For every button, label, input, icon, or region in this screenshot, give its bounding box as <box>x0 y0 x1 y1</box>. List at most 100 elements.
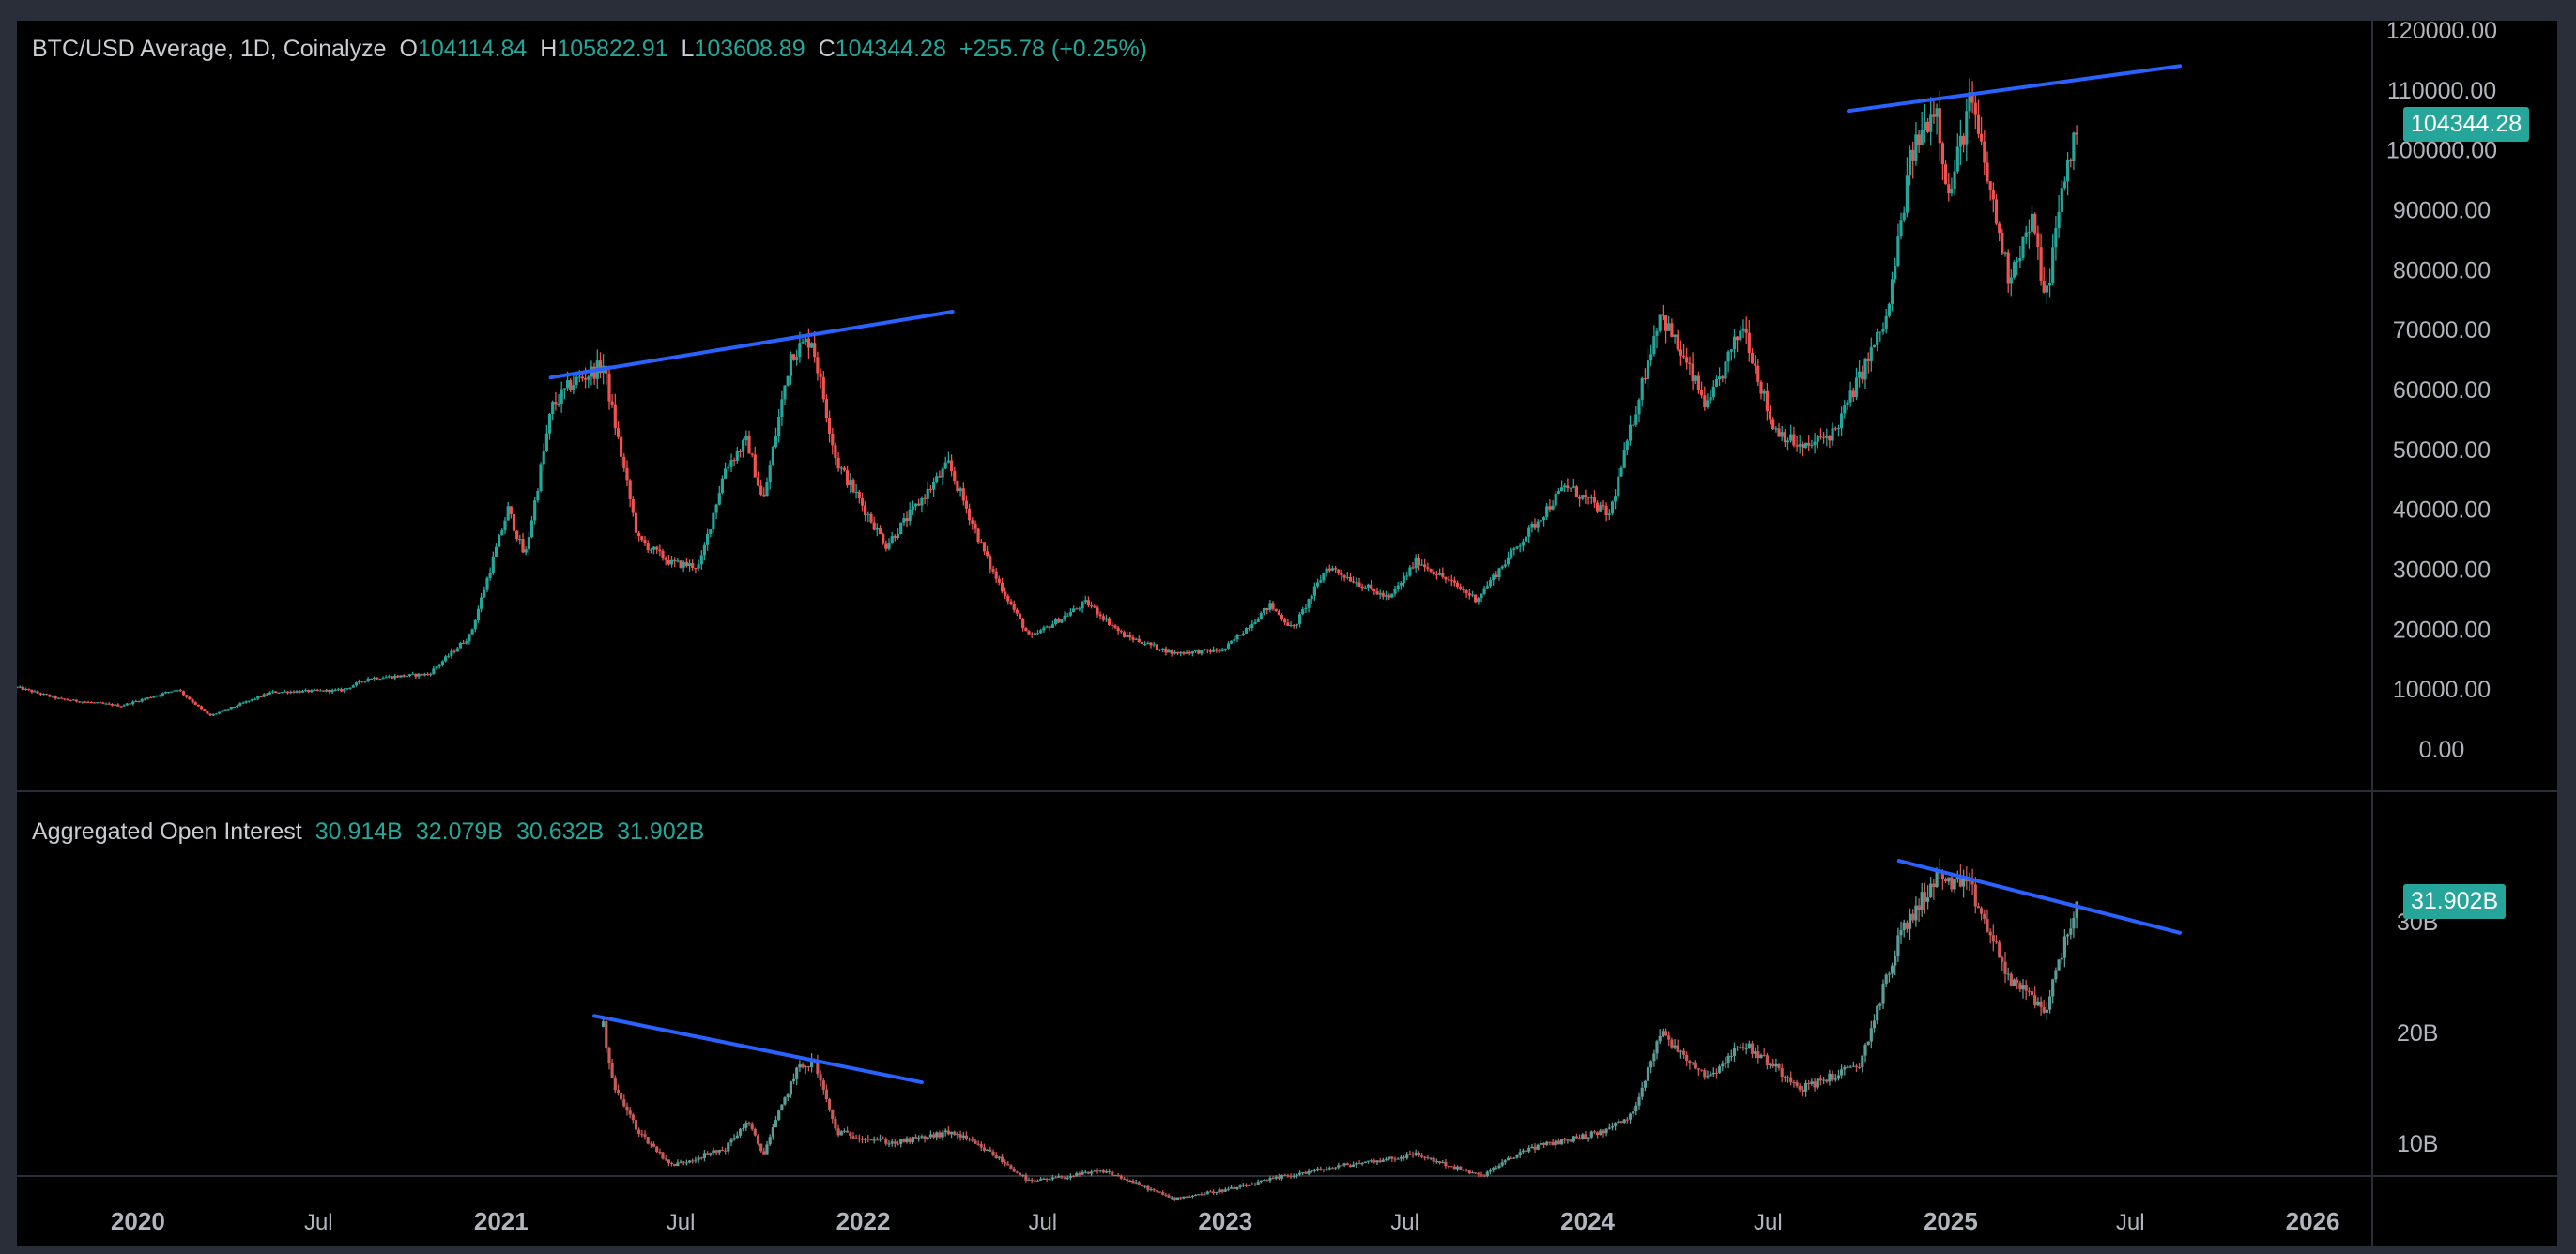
price-candle-body <box>71 699 75 701</box>
price-candle-body <box>1396 585 1400 589</box>
price-candle-body <box>1592 497 1597 503</box>
price-candle-body <box>637 532 641 537</box>
oi-candle-body <box>1256 1182 1260 1185</box>
price-candle-body <box>1420 564 1424 566</box>
price-candle-body <box>1607 513 1611 515</box>
trendline[interactable] <box>592 1014 924 1085</box>
price-candle-body <box>1355 582 1358 584</box>
oi-candle-body <box>1057 1176 1061 1178</box>
oi-candle-body <box>789 1081 792 1095</box>
price-candle-body <box>2075 132 2078 135</box>
price-candle-body <box>1518 545 1522 547</box>
oi-candle-body <box>1402 1156 1406 1158</box>
price-candle-body <box>1679 349 1682 356</box>
price-axis-tick-label: 40000.00 <box>2393 497 2491 524</box>
oi-candle-body <box>637 1129 641 1134</box>
oi-candle-body <box>1932 883 1936 887</box>
oi-candle-body <box>1432 1157 1435 1162</box>
oi-candle-body <box>1789 1077 1793 1083</box>
price-candle-body <box>1646 360 1650 379</box>
price-candle-body <box>1754 363 1757 366</box>
price-candle-body <box>1899 220 1903 237</box>
price-candle-body <box>1060 619 1064 623</box>
price-candle-body <box>512 513 516 531</box>
price-candle-body <box>1836 428 1841 430</box>
oi-candle-body <box>1203 1194 1206 1196</box>
price-candle-body <box>2018 257 2022 262</box>
oi-candle-body <box>923 1136 927 1139</box>
price-candle-body <box>274 691 278 693</box>
price-candle-body <box>518 539 522 540</box>
oi-candle-body <box>634 1120 638 1130</box>
price-candle-body <box>946 460 950 463</box>
oi-candle-body <box>1581 1134 1585 1140</box>
price-candle-body <box>2060 188 2063 212</box>
chart-canvas[interactable]: 0.00 10000.00 20000.00 30000.00 40000.00 5000… <box>17 21 2557 1246</box>
oi-candle-body <box>1241 1185 1245 1186</box>
oi-candle-body <box>1801 1089 1804 1092</box>
oi-candle-body <box>628 1110 632 1115</box>
oi-candle-body <box>1637 1096 1641 1106</box>
oi-candle-body <box>1083 1171 1087 1173</box>
oi-candle-body <box>1220 1189 1224 1192</box>
price-candle-body <box>1602 505 1605 507</box>
price-candle-body <box>712 512 715 529</box>
price-candle-body <box>1357 582 1361 587</box>
price-candle-body <box>280 692 284 694</box>
price-candle-body <box>1152 644 1156 646</box>
price-candle-body <box>989 556 992 570</box>
oi-candle-body <box>1054 1177 1058 1179</box>
trendline[interactable] <box>548 310 955 380</box>
price-candle-body <box>631 499 635 513</box>
oi-candle-body <box>1018 1172 1022 1176</box>
price-candle-body <box>1018 613 1022 619</box>
oi-candle-body <box>1673 1045 1677 1048</box>
oi-candle-body <box>1012 1168 1016 1172</box>
price-candle-body <box>935 476 939 482</box>
price-candle-body <box>188 696 192 700</box>
price-candle-body <box>1259 613 1263 620</box>
oi-candle-body <box>1813 1081 1817 1088</box>
price-candle-body <box>759 485 763 495</box>
price-candle-body <box>732 460 736 462</box>
oi-candle-body <box>1226 1188 1231 1190</box>
price-candle-body <box>1640 378 1644 400</box>
price-candle-body <box>640 536 644 541</box>
price-candle-body <box>780 399 784 417</box>
oi-candle-body <box>1822 1079 1826 1081</box>
price-candle-body <box>1572 486 1575 488</box>
symbol-label[interactable]: BTC/USD Average, 1D, Coinalyze <box>32 36 387 62</box>
oi-candle-body <box>753 1129 757 1136</box>
price-candle-body <box>178 690 182 692</box>
price-candle-body <box>1277 611 1280 615</box>
price-candle-body <box>1825 436 1829 438</box>
oi-candle-body <box>1050 1177 1054 1180</box>
price-candle-body <box>1345 576 1349 578</box>
oi-candle-body <box>1000 1156 1004 1163</box>
price-candle-body <box>1289 625 1293 627</box>
price-candle-body <box>1298 614 1302 624</box>
price-candle-body <box>941 468 944 478</box>
oi-candle-body <box>1113 1175 1117 1176</box>
price-candle-body <box>402 675 406 677</box>
price-candle-body <box>161 693 164 696</box>
price-candle-body <box>839 467 843 469</box>
price-candle-body <box>149 697 153 699</box>
price-candle-body <box>634 512 638 533</box>
price-candle-body <box>1634 414 1638 425</box>
price-candle-body <box>236 706 239 707</box>
price-candle-body <box>2033 213 2037 234</box>
price-candle-body <box>2072 132 2076 161</box>
oi-candle-body <box>905 1138 909 1142</box>
price-candle-body <box>241 702 245 704</box>
price-candle-body <box>354 682 359 686</box>
price-candle-body <box>753 454 757 478</box>
oi-candle-body <box>875 1139 879 1141</box>
oi-title[interactable]: Aggregated Open Interest <box>32 818 302 845</box>
trendline[interactable] <box>1896 859 2182 935</box>
price-candle-body <box>1955 146 1959 172</box>
trendline[interactable] <box>1847 64 2182 114</box>
oi-candle-body <box>1470 1172 1475 1174</box>
price-candle-body <box>691 563 695 568</box>
price-axis-tick-label: 110000.00 <box>2387 78 2496 104</box>
